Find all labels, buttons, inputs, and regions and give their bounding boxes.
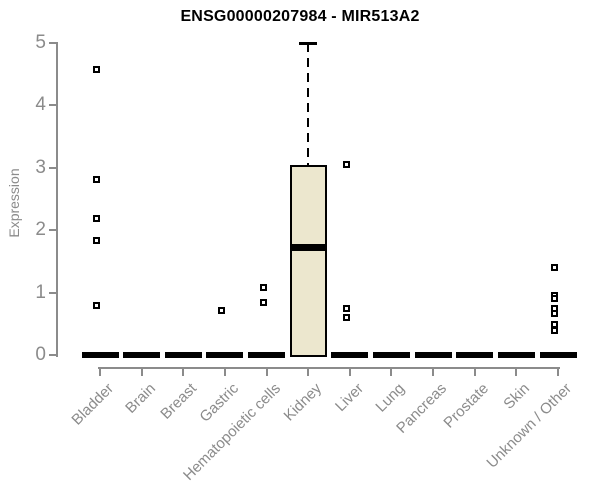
x-axis-tick xyxy=(515,369,517,376)
y-axis-tick xyxy=(49,229,56,231)
x-axis-tick xyxy=(224,369,226,376)
boxplot-collapsed-bar xyxy=(540,352,577,358)
outlier-point xyxy=(218,307,225,314)
y-axis-tick xyxy=(49,167,56,169)
outlier-point xyxy=(551,264,558,271)
x-axis-tick xyxy=(266,369,268,376)
y-tick-label: 5 xyxy=(35,32,46,53)
x-axis-tick xyxy=(390,369,392,376)
outlier-point xyxy=(93,176,100,183)
boxplot-box xyxy=(290,165,327,357)
outlier-point xyxy=(93,302,100,309)
outlier-point xyxy=(551,327,558,334)
y-tick-label: 2 xyxy=(35,219,46,240)
whisker-cap xyxy=(299,42,317,45)
boxplot-collapsed-bar xyxy=(82,352,119,358)
boxplot-collapsed-bar xyxy=(415,352,452,358)
x-axis-line xyxy=(98,367,560,369)
outlier-point xyxy=(551,295,558,302)
outlier-point xyxy=(93,215,100,222)
y-axis-line xyxy=(56,42,58,357)
y-tick-label: 0 xyxy=(35,344,46,365)
y-axis-tick xyxy=(49,104,56,106)
x-axis-tick xyxy=(182,369,184,376)
y-axis-tick xyxy=(49,42,56,44)
whisker-line xyxy=(307,43,309,166)
outlier-point xyxy=(260,299,267,306)
x-axis-tick xyxy=(432,369,434,376)
outlier-point xyxy=(551,310,558,317)
y-axis-tick xyxy=(49,354,56,356)
x-axis-tick xyxy=(141,369,143,376)
x-axis-tick xyxy=(307,369,309,376)
y-axis-tick xyxy=(49,292,56,294)
boxplot-collapsed-bar xyxy=(165,352,202,358)
boxplot-collapsed-bar xyxy=(373,352,410,358)
y-tick-label: 4 xyxy=(35,94,46,115)
x-axis-tick xyxy=(557,369,559,376)
boxplot-collapsed-bar xyxy=(498,352,535,358)
boxplot-collapsed-bar xyxy=(206,352,243,358)
boxplot-collapsed-bar xyxy=(456,352,493,358)
boxplot-collapsed-bar xyxy=(123,352,160,358)
boxplot-collapsed-bar xyxy=(331,352,368,358)
outlier-point xyxy=(93,237,100,244)
outlier-point xyxy=(93,66,100,73)
outlier-point xyxy=(343,314,350,321)
y-tick-label: 3 xyxy=(35,157,46,178)
outlier-point xyxy=(343,161,350,168)
outlier-point xyxy=(343,305,350,312)
outlier-point xyxy=(260,284,267,291)
x-axis-tick xyxy=(349,369,351,376)
y-tick-label: 1 xyxy=(35,282,46,303)
chart-title: ENSG00000207984 - MIR513A2 xyxy=(180,8,420,25)
x-axis-tick xyxy=(474,369,476,376)
boxplot-median-line xyxy=(290,244,327,251)
x-axis-tick xyxy=(99,369,101,376)
boxplot-collapsed-bar xyxy=(248,352,285,358)
